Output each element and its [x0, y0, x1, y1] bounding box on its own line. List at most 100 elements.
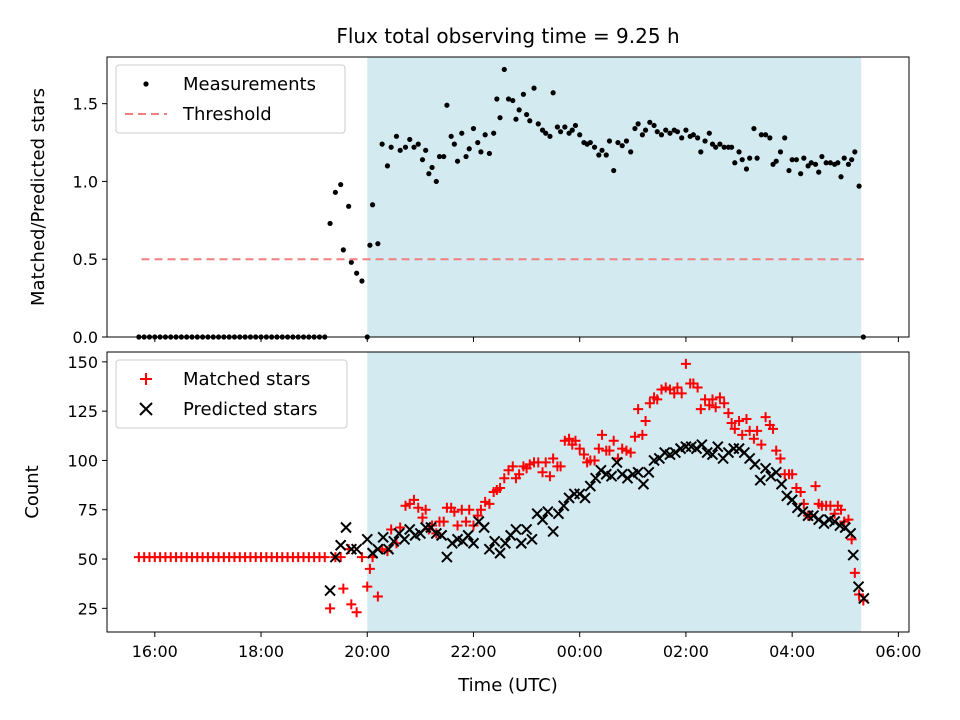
- data-point: [770, 466, 782, 478]
- data-point: [706, 130, 712, 136]
- data-point: [640, 416, 651, 427]
- data-point: [319, 552, 330, 563]
- data-point: [812, 161, 819, 167]
- top-legend: Measurements Threshold: [115, 64, 346, 134]
- data-point: [379, 141, 385, 147]
- data-point: [462, 529, 474, 542]
- data-point: [827, 160, 833, 166]
- data-point: [369, 202, 376, 208]
- data-point: [364, 563, 375, 574]
- data-point: [393, 133, 400, 139]
- data-point: [597, 429, 608, 440]
- data-point: [849, 567, 860, 578]
- bottom-plot: 25 50 75 100 125 150 16:00 18:00 20:00 22:00 00:0…: [22, 351, 921, 696]
- data-point: [710, 402, 721, 413]
- top-plot-frame: [106, 56, 910, 338]
- data-point: [795, 487, 806, 497]
- data-point: [484, 498, 495, 509]
- data-point: [483, 543, 496, 555]
- data-point: [444, 102, 450, 108]
- data-point: [667, 130, 673, 136]
- data-point: [397, 147, 403, 153]
- data-point: [736, 149, 742, 155]
- data-point: [475, 139, 481, 146]
- data-point: [362, 581, 373, 592]
- data-point: [643, 466, 655, 478]
- data-point: [680, 358, 691, 369]
- bottom-plot-frame: [106, 351, 910, 633]
- data-point: [544, 471, 555, 482]
- data-point: [486, 150, 493, 157]
- data-point: [346, 203, 352, 209]
- y-tick-label: 1.5: [73, 95, 98, 114]
- data-point: [841, 155, 847, 161]
- data-point: [773, 158, 779, 164]
- data-point: [759, 462, 772, 475]
- bottom-series-predicted-stars: [324, 438, 870, 605]
- data-point: [633, 404, 644, 415]
- data-point: [726, 417, 737, 428]
- data-point: [426, 171, 432, 177]
- data-point: [632, 125, 638, 132]
- top-chart-title: Flux total observing time = 9.25 h: [336, 24, 679, 48]
- data-point: [463, 153, 469, 160]
- bottom-y-axis-label: Count: [22, 465, 43, 518]
- bottom-series-matched-stars: [133, 358, 869, 618]
- data-point: [324, 584, 336, 597]
- data-point: [846, 534, 857, 545]
- data-point: [635, 121, 641, 127]
- data-point: [388, 535, 400, 548]
- data-point: [709, 141, 716, 147]
- data-point: [608, 435, 619, 446]
- data-point: [501, 66, 507, 73]
- data-point: [611, 167, 617, 174]
- data-point: [570, 435, 581, 446]
- data-point: [535, 121, 541, 127]
- data-point: [810, 481, 821, 492]
- data-point: [611, 456, 623, 469]
- data-point: [531, 85, 537, 91]
- data-point: [712, 440, 724, 453]
- legend-entry: Threshold: [125, 104, 272, 125]
- data-point: [499, 473, 510, 484]
- top-plot: 0.0 0.5 1.0 1.5 Matched/Predicted stars Mea…: [28, 56, 910, 347]
- data-point: [758, 132, 764, 138]
- data-point: [555, 461, 566, 472]
- data-point: [436, 153, 443, 160]
- data-point: [739, 157, 745, 163]
- data-point: [429, 164, 435, 171]
- bottom-x-axis-label: Time (UTC): [457, 675, 558, 696]
- data-point: [768, 423, 779, 434]
- data-point: [491, 130, 497, 136]
- data-point: [596, 152, 602, 158]
- data-point: [338, 583, 349, 594]
- data-point: [637, 478, 650, 490]
- data-point: [775, 478, 788, 490]
- data-point: [771, 445, 782, 456]
- legend-label: Threshold: [182, 104, 272, 125]
- data-point: [578, 449, 589, 460]
- data-point: [651, 122, 657, 129]
- data-point: [569, 127, 575, 133]
- data-point: [402, 144, 409, 150]
- data-point: [644, 398, 655, 409]
- data-point: [348, 259, 354, 265]
- data-point: [335, 552, 346, 563]
- data-point: [577, 132, 583, 138]
- data-point: [801, 155, 807, 161]
- x-tick-label: 22:00: [450, 642, 496, 661]
- data-point: [721, 144, 727, 150]
- data-point: [566, 130, 572, 136]
- data-point: [327, 220, 333, 227]
- data-point: [819, 153, 825, 160]
- data-point: [696, 438, 708, 451]
- data-point: [719, 398, 730, 409]
- data-point: [858, 592, 870, 605]
- top-y-axis-label: Matched/Predicted stars: [28, 88, 49, 306]
- data-point: [536, 513, 549, 526]
- x-tick-label: 16:00: [132, 642, 178, 661]
- bottom-legend: Matched stars Predicted stars: [115, 359, 348, 429]
- data-point: [515, 537, 527, 549]
- data-point: [540, 457, 551, 468]
